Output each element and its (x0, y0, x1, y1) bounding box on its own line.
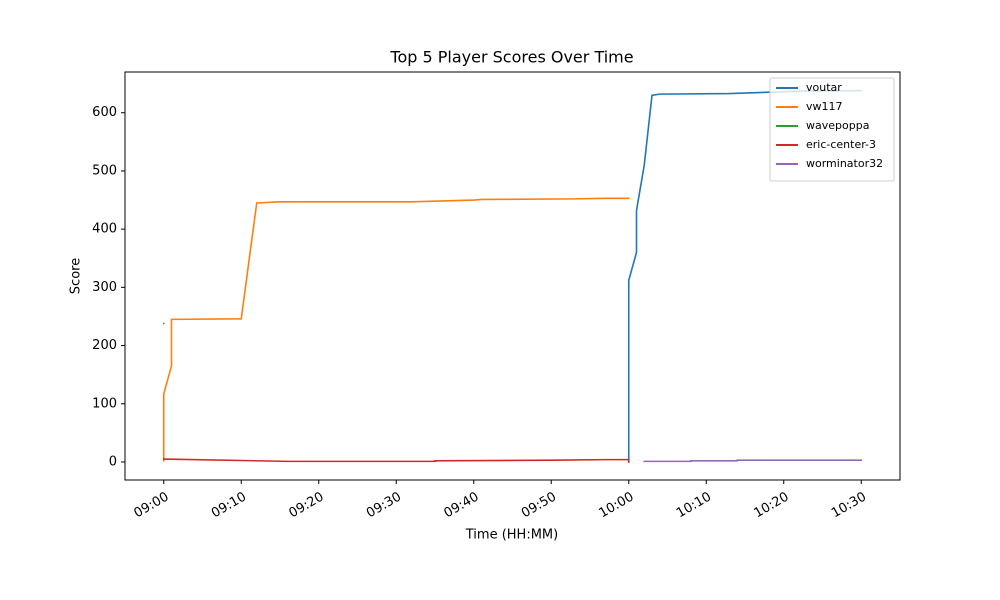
chart-title: Top 5 Player Scores Over Time (389, 48, 633, 67)
y-tick-label: 0 (109, 454, 117, 469)
series-line (627, 89, 863, 463)
y-tick-label: 400 (92, 222, 117, 237)
y-tick-label: 500 (92, 163, 117, 178)
legend-label: vw117 (806, 100, 843, 113)
plot-frame (124, 71, 901, 481)
series-line (162, 458, 630, 463)
y-axis-label: Score (69, 258, 84, 294)
y-tick-label: 300 (92, 280, 117, 295)
y-tick-label: 100 (92, 396, 117, 411)
y-tick-label: 200 (92, 338, 117, 353)
legend-label: eric-center-3 (806, 138, 876, 151)
legend-label: voutar (806, 81, 842, 94)
y-tick-label: 600 (92, 105, 117, 120)
x-axis-label: Time (HH:MM) (465, 528, 558, 543)
legend-label: worminator32 (806, 157, 883, 170)
legend-box (769, 77, 895, 182)
series-line (643, 459, 863, 463)
series-line (162, 197, 630, 462)
legend-label: wavepoppa (806, 119, 869, 132)
